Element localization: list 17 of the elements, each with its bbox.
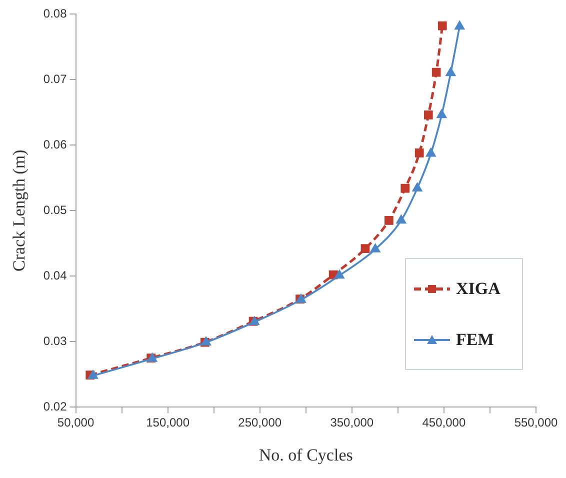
x-tick-label: 550,000	[514, 416, 558, 430]
y-tick-label: 0.06	[43, 137, 68, 152]
y-tick-label: 0.02	[43, 400, 68, 414]
x-tick-label: 350,000	[330, 416, 374, 430]
x-axis-title: No. of Cycles	[258, 445, 353, 464]
y-tick-label: 0.07	[43, 72, 68, 86]
y-tick-label: 0.05	[43, 202, 68, 217]
y-tick-label: 0.03	[43, 334, 68, 348]
y-tick-label: 0.04	[43, 268, 68, 282]
legend-label: XIGA	[456, 278, 500, 298]
legend-label: FEM	[456, 330, 494, 350]
y-axis-title: Crack Length (m)	[10, 150, 29, 272]
x-tick-label: 150,000	[146, 416, 190, 430]
x-tick-label: 450,000	[422, 416, 466, 430]
x-tick-label: 50,000	[57, 416, 94, 430]
y-tick-label: 0.08	[43, 6, 68, 20]
x-tick-label: 250,000	[238, 416, 282, 430]
